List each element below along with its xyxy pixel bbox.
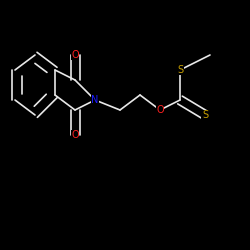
Text: O: O [71,130,79,140]
Text: O: O [156,105,164,115]
Text: O: O [71,50,79,60]
Text: S: S [177,65,183,75]
Text: N: N [91,95,99,105]
Text: S: S [202,110,208,120]
